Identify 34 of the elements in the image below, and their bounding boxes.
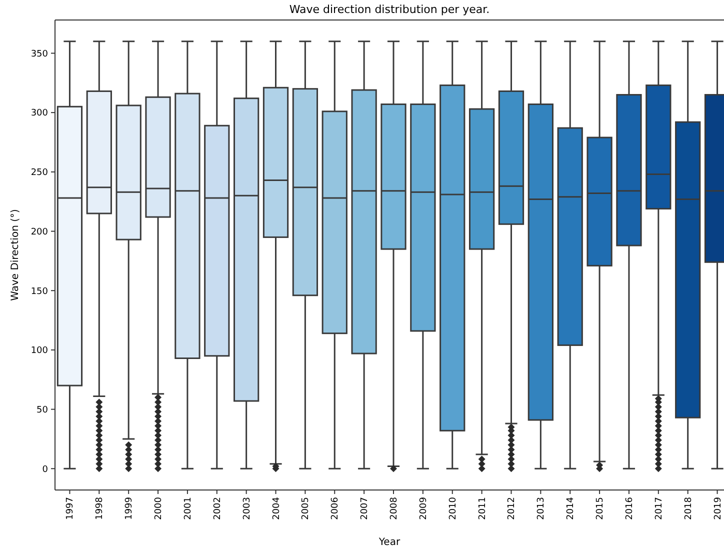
x-tick-label: 2004 [272, 496, 282, 520]
y-tick-label: 200 [30, 227, 48, 238]
x-tick-label: 2018 [684, 496, 694, 520]
x-tick-label: 2008 [390, 496, 400, 520]
y-tick-label: 250 [30, 168, 48, 178]
x-tick-label: 2000 [154, 496, 164, 520]
x-tick-label: 2015 [596, 497, 606, 520]
x-tick-label: 2009 [418, 496, 429, 520]
x-tick-label: 2002 [212, 497, 223, 520]
x-tick-label: 2010 [448, 496, 458, 520]
x-tick-label: 1997 [66, 497, 76, 520]
chart-title: Wave direction distribution per year. [289, 3, 490, 16]
y-tick-label: 0 [42, 464, 48, 475]
x-tick-label: 2006 [330, 496, 341, 520]
y-tick-label: 100 [30, 346, 48, 356]
x-tick-label: 2003 [242, 497, 252, 520]
x-axis-title: Year [378, 537, 401, 548]
y-tick-label: 150 [30, 286, 48, 297]
x-tick-label: 2012 [507, 497, 518, 520]
x-tick-label: 1999 [124, 496, 135, 520]
x-tick-label: 2019 [713, 496, 724, 520]
x-tick-label: 2016 [624, 496, 635, 520]
y-tick-label: 350 [30, 49, 48, 60]
x-tick-label: 2011 [478, 497, 488, 520]
x-tick-label: 1998 [95, 496, 106, 520]
y-tick-label: 300 [30, 108, 48, 119]
x-tick-label: 2007 [360, 497, 370, 520]
y-tick-label: 50 [36, 405, 48, 416]
x-tick-label: 2005 [301, 497, 312, 520]
x-tick-label: 2013 [536, 497, 547, 520]
x-tick-label: 2001 [183, 497, 194, 520]
x-tick-label: 2017 [654, 497, 664, 520]
x-tick-label: 2014 [566, 496, 576, 520]
y-axis-title: Wave Direction (°) [10, 209, 21, 301]
